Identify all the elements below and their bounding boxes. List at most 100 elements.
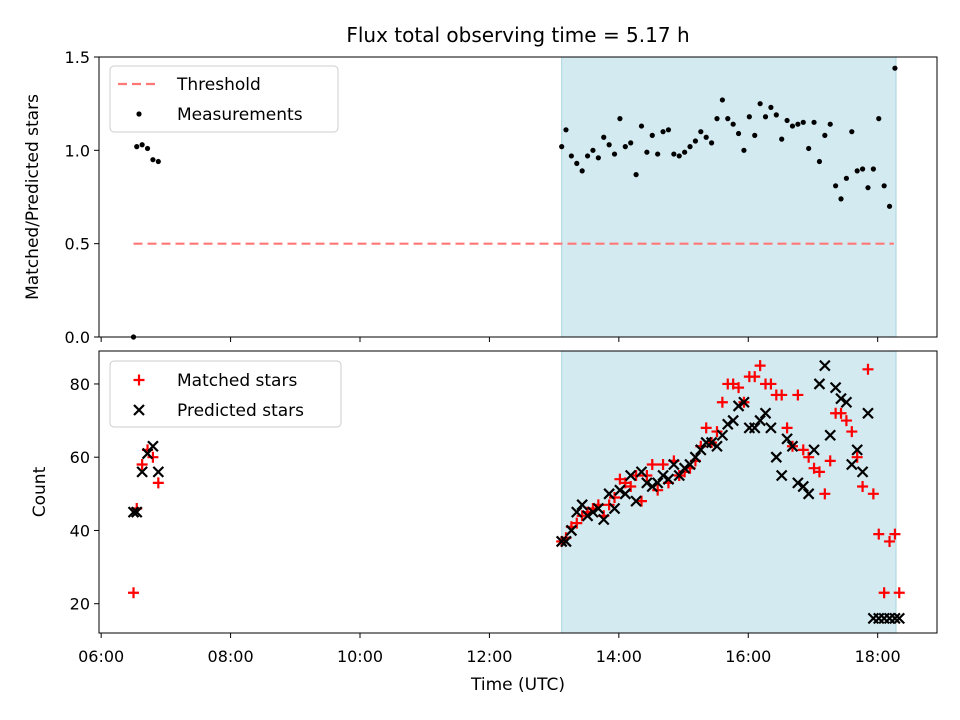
matched-star-point [152, 477, 164, 489]
y-tick-label: 80 [70, 375, 90, 394]
y-tick-label: 0.5 [65, 235, 90, 254]
matched-star-point [776, 389, 788, 401]
measurement-point [574, 160, 580, 166]
predicted-star-point [786, 440, 799, 452]
measurement-point [892, 65, 898, 71]
measurement-point [692, 138, 699, 144]
predicted-star-point [619, 488, 632, 500]
predicted-star-point [581, 510, 594, 522]
matched-star-point [609, 491, 621, 503]
measurement-point [843, 175, 850, 181]
measurement-point [638, 123, 645, 129]
measurement-point [155, 158, 161, 165]
measurement-point [795, 121, 801, 127]
ratio-y-axis-label: Matched/Predicted stars [23, 94, 43, 300]
predicted-star-point [721, 418, 734, 431]
predicted-star-point [851, 444, 863, 456]
predicted-star-point [565, 524, 578, 537]
predicted-star-point [835, 392, 847, 405]
measurement-point [665, 127, 672, 133]
measurement-point [644, 149, 650, 155]
matched-star-point [878, 587, 890, 599]
legend-box [109, 65, 339, 133]
predicted-star-point [797, 480, 810, 493]
measurement-point [854, 168, 860, 174]
matched-star-point [889, 528, 901, 540]
measurement-point [671, 151, 677, 157]
matched-star-point [716, 396, 728, 408]
count-x-ticks: 06:00 08:00 10:00 12:00 14:00 16:00 18:00 [78, 633, 901, 666]
predicted-star-point [840, 396, 853, 409]
predicted-star-point [614, 484, 626, 496]
matched-star-point [851, 451, 863, 463]
x-tick-label: 14:00 [596, 647, 642, 666]
measurement-point [784, 117, 790, 124]
measurement-point [150, 157, 156, 163]
measurement-point [606, 142, 612, 148]
predicted-star-point [635, 466, 648, 478]
predicted-star-point [657, 469, 669, 482]
predicted-star-point [651, 477, 664, 489]
matched-star-point [711, 426, 723, 438]
matched-star-point [646, 459, 658, 471]
predicted-star-point [668, 458, 680, 471]
figure-title: Flux total observing time = 5.17 h [346, 23, 689, 47]
matched-star-point [840, 415, 852, 427]
predicted-star-point [716, 429, 729, 442]
legend-predicted-swatch [133, 404, 145, 416]
predicted-star-point [673, 469, 686, 482]
x-tick-label: 12:00 [466, 647, 512, 666]
measurement-point [622, 144, 628, 150]
predicted-star-point [759, 407, 772, 420]
measurement-point [708, 140, 715, 146]
measurement-point [735, 130, 742, 137]
y-tick-label: 20 [70, 595, 90, 614]
predicted-star-point [862, 407, 874, 420]
predicted-star-point [136, 466, 148, 478]
predicted-star-point [792, 477, 804, 489]
x-tick-label: 10:00 [337, 647, 383, 666]
matched-star-point [803, 451, 815, 463]
measurement-point [590, 147, 596, 153]
measurement-point [714, 116, 720, 122]
x-tick-label: 16:00 [725, 647, 771, 666]
observing-window-shade [561, 56, 897, 338]
matched-star-point [641, 470, 653, 482]
matched-star-point [867, 488, 879, 500]
measurement-point [789, 123, 796, 129]
x-tick-label: 08:00 [208, 647, 254, 666]
predicted-star-point [748, 422, 761, 434]
predicted-star-point [608, 502, 621, 515]
predicted-star-point [705, 436, 718, 449]
measurement-point [741, 147, 747, 153]
predicted-star-point [824, 429, 837, 442]
count-y-ticks: 20 40 60 80 [70, 375, 99, 614]
matched-star-point [625, 481, 637, 493]
measurement-point [768, 104, 774, 110]
matched-star-point [128, 587, 140, 599]
matched-star-point [846, 426, 858, 438]
matched-star-point [136, 459, 148, 471]
predicted-star-point [560, 535, 572, 548]
y-tick-label: 40 [70, 521, 90, 540]
predicted-star-point [765, 422, 777, 434]
matched-star-point [824, 455, 836, 467]
measurement-point [816, 158, 823, 165]
measurement-point [698, 129, 704, 135]
matched-star-point [792, 389, 804, 401]
measurement-point [568, 153, 574, 159]
ratio-legend: Threshold Measurements [109, 65, 339, 133]
predicted-star-point [152, 466, 165, 478]
measurement-point [649, 132, 655, 138]
legend-predicted-label: Predicted stars [177, 401, 304, 421]
matched-star-point [147, 451, 159, 463]
predicted-star-point [846, 458, 858, 471]
ratio-x-ticks [100, 337, 879, 342]
y-tick-label: 0.0 [65, 328, 90, 347]
predicted-star-point [662, 473, 675, 485]
measurement-point [595, 155, 601, 161]
measurement-point [134, 144, 140, 150]
measurement-point [881, 183, 887, 189]
measurement-point [703, 134, 709, 140]
x-tick-label: 06:00 [78, 647, 124, 666]
